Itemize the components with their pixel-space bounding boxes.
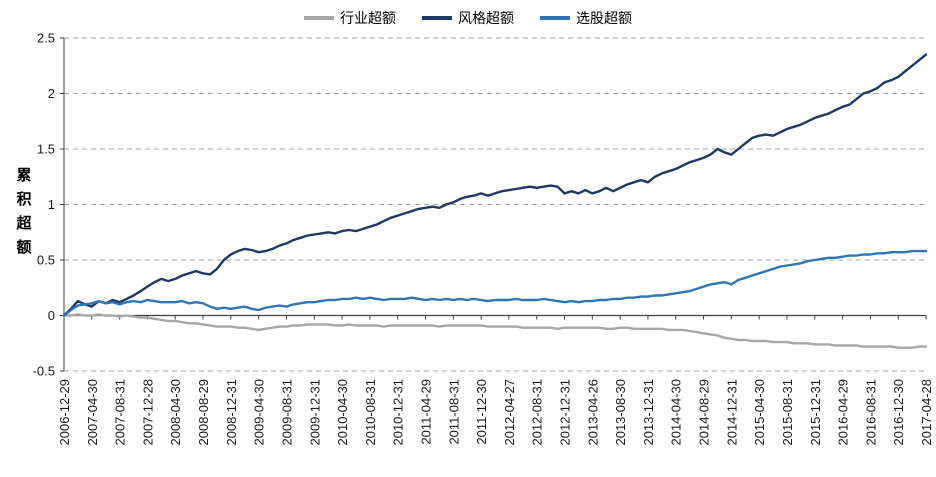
y-tick-label: 1.5 — [37, 142, 55, 157]
x-tick-label: 2010-12-31 — [391, 379, 406, 446]
legend-label-style: 风格超额 — [458, 10, 514, 26]
x-tick-label: 2007-04-30 — [85, 379, 100, 446]
x-tick-label: 2008-08-29 — [196, 379, 211, 446]
y-tick-label: 2.5 — [37, 31, 55, 46]
y-tick-label: -0.5 — [33, 364, 55, 379]
legend-item-industry: 行业超额 — [304, 8, 396, 28]
y-tick-label: 0.5 — [37, 253, 55, 268]
x-tick-label: 2015-04-30 — [752, 379, 767, 446]
y-axis-title: 累 积 超 额 — [14, 164, 34, 260]
x-tick-label: 2014-04-30 — [669, 379, 684, 446]
y-tick-label: 0 — [48, 308, 55, 323]
legend-item-stock: 选股超额 — [540, 8, 632, 28]
x-tick-label: 2017-04-28 — [919, 379, 934, 446]
y-tick-label: 2 — [48, 86, 55, 101]
x-tick-label: 2008-04-30 — [168, 379, 183, 446]
x-tick-label: 2016-04-29 — [836, 379, 851, 446]
legend-label-industry: 行业超额 — [340, 10, 396, 26]
x-tick-label: 2011-08-31 — [446, 379, 461, 445]
x-tick-label: 2016-08-31 — [863, 379, 878, 446]
x-tick-label: 2016-12-30 — [891, 379, 906, 446]
x-tick-label: 2014-12-31 — [724, 379, 739, 446]
series-line-style — [62, 53, 928, 317]
x-tick-label: 2011-04-29 — [418, 379, 433, 445]
x-tick-label: 2015-12-31 — [808, 379, 823, 446]
legend-swatch-style — [422, 16, 452, 20]
x-tick-label: 2008-12-31 — [224, 379, 239, 446]
y-axis-title-char: 额 — [16, 239, 32, 256]
legend-swatch-industry — [304, 16, 334, 20]
y-axis-title-char: 超 — [16, 215, 32, 232]
legend-label-stock: 选股超额 — [576, 10, 632, 26]
x-tick-label: 2007-08-31 — [113, 379, 128, 446]
x-tick-label: 2011-12-30 — [474, 379, 489, 445]
series-line-industry — [62, 313, 928, 349]
x-tick-label: 2009-08-31 — [279, 379, 294, 446]
x-tick-label: 2013-04-26 — [585, 379, 600, 446]
x-tick-label: 2013-08-30 — [613, 379, 628, 446]
chart-legend: 行业超额 风格超额 选股超额 — [0, 8, 936, 28]
y-tick-label: 1 — [48, 197, 55, 212]
x-tick-label: 2010-04-30 — [335, 379, 350, 446]
y-axis-title-char: 累 — [16, 167, 32, 184]
x-tick-label: 2006-12-29 — [57, 379, 72, 446]
x-tick-label: 2014-08-29 — [697, 379, 712, 446]
legend-item-style: 风格超额 — [422, 8, 514, 28]
x-tick-label: 2012-12-31 — [558, 379, 573, 446]
x-tick-label: 2009-04-30 — [252, 379, 267, 446]
x-tick-label: 2012-04-27 — [502, 379, 517, 446]
x-tick-label: 2012-08-31 — [530, 379, 545, 446]
x-tick-label: 2015-08-31 — [780, 379, 795, 446]
x-tick-label: 2010-08-31 — [363, 379, 378, 446]
series-line-stock — [62, 249, 928, 317]
x-tick-label: 2013-12-31 — [641, 379, 656, 446]
legend-swatch-stock — [540, 16, 570, 20]
x-tick-label: 2007-12-28 — [140, 379, 155, 446]
y-axis-title-char: 积 — [16, 191, 32, 208]
x-tick-label: 2009-12-31 — [307, 379, 322, 446]
